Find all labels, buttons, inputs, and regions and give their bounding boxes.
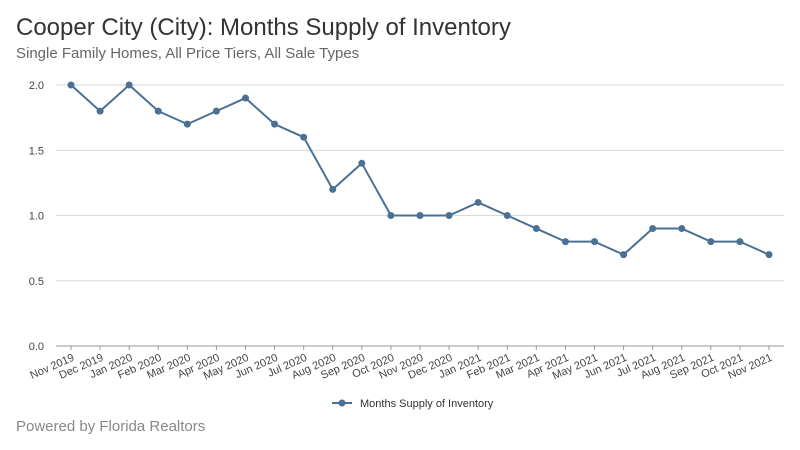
data-point[interactable] (678, 225, 686, 233)
data-point[interactable] (591, 238, 598, 246)
y-tick-label: 2.0 (29, 80, 44, 92)
data-point[interactable] (125, 81, 133, 89)
data-point[interactable] (183, 120, 191, 128)
legend-label[interactable]: Months Supply of Inventory (360, 398, 494, 410)
data-point[interactable] (649, 225, 657, 233)
y-tick-label: 1.5 (29, 145, 44, 157)
data-point[interactable] (96, 107, 104, 115)
series-line (70, 84, 770, 256)
data-point[interactable] (67, 81, 75, 89)
legend-marker-icon (338, 399, 346, 407)
data-point[interactable] (707, 238, 715, 246)
data-point[interactable] (736, 238, 744, 246)
data-point[interactable] (242, 94, 249, 102)
data-point[interactable] (620, 251, 628, 259)
data-point[interactable] (445, 212, 453, 219)
powered-by-footer: Powered by Florida Realtors (16, 418, 206, 435)
data-point[interactable] (416, 212, 424, 219)
data-point[interactable] (154, 107, 162, 115)
data-point[interactable] (329, 185, 337, 193)
data-point[interactable] (765, 251, 773, 259)
series-layer (67, 81, 773, 259)
data-point[interactable] (474, 198, 482, 206)
data-point[interactable] (503, 212, 511, 219)
chart-title: Cooper City (City): Months Supply of Inv… (16, 14, 511, 41)
y-tick-label: 1.0 (29, 211, 44, 223)
legend[interactable]: Months Supply of Inventory (332, 398, 494, 410)
y-tick-label: 0.5 (29, 276, 44, 288)
chart-subtitle: Single Family Homes, All Price Tiers, Al… (16, 45, 360, 62)
data-point[interactable] (561, 238, 569, 246)
y-tick-label: 0.0 (29, 341, 44, 353)
data-point[interactable] (300, 133, 308, 141)
data-point[interactable] (358, 159, 366, 167)
data-point[interactable] (271, 120, 279, 128)
data-point[interactable] (212, 107, 220, 115)
data-point[interactable] (532, 225, 540, 233)
data-point[interactable] (387, 212, 395, 219)
y-axis-ticks: 0.0 0.5 1.0 1.5 2.0 (29, 80, 44, 353)
